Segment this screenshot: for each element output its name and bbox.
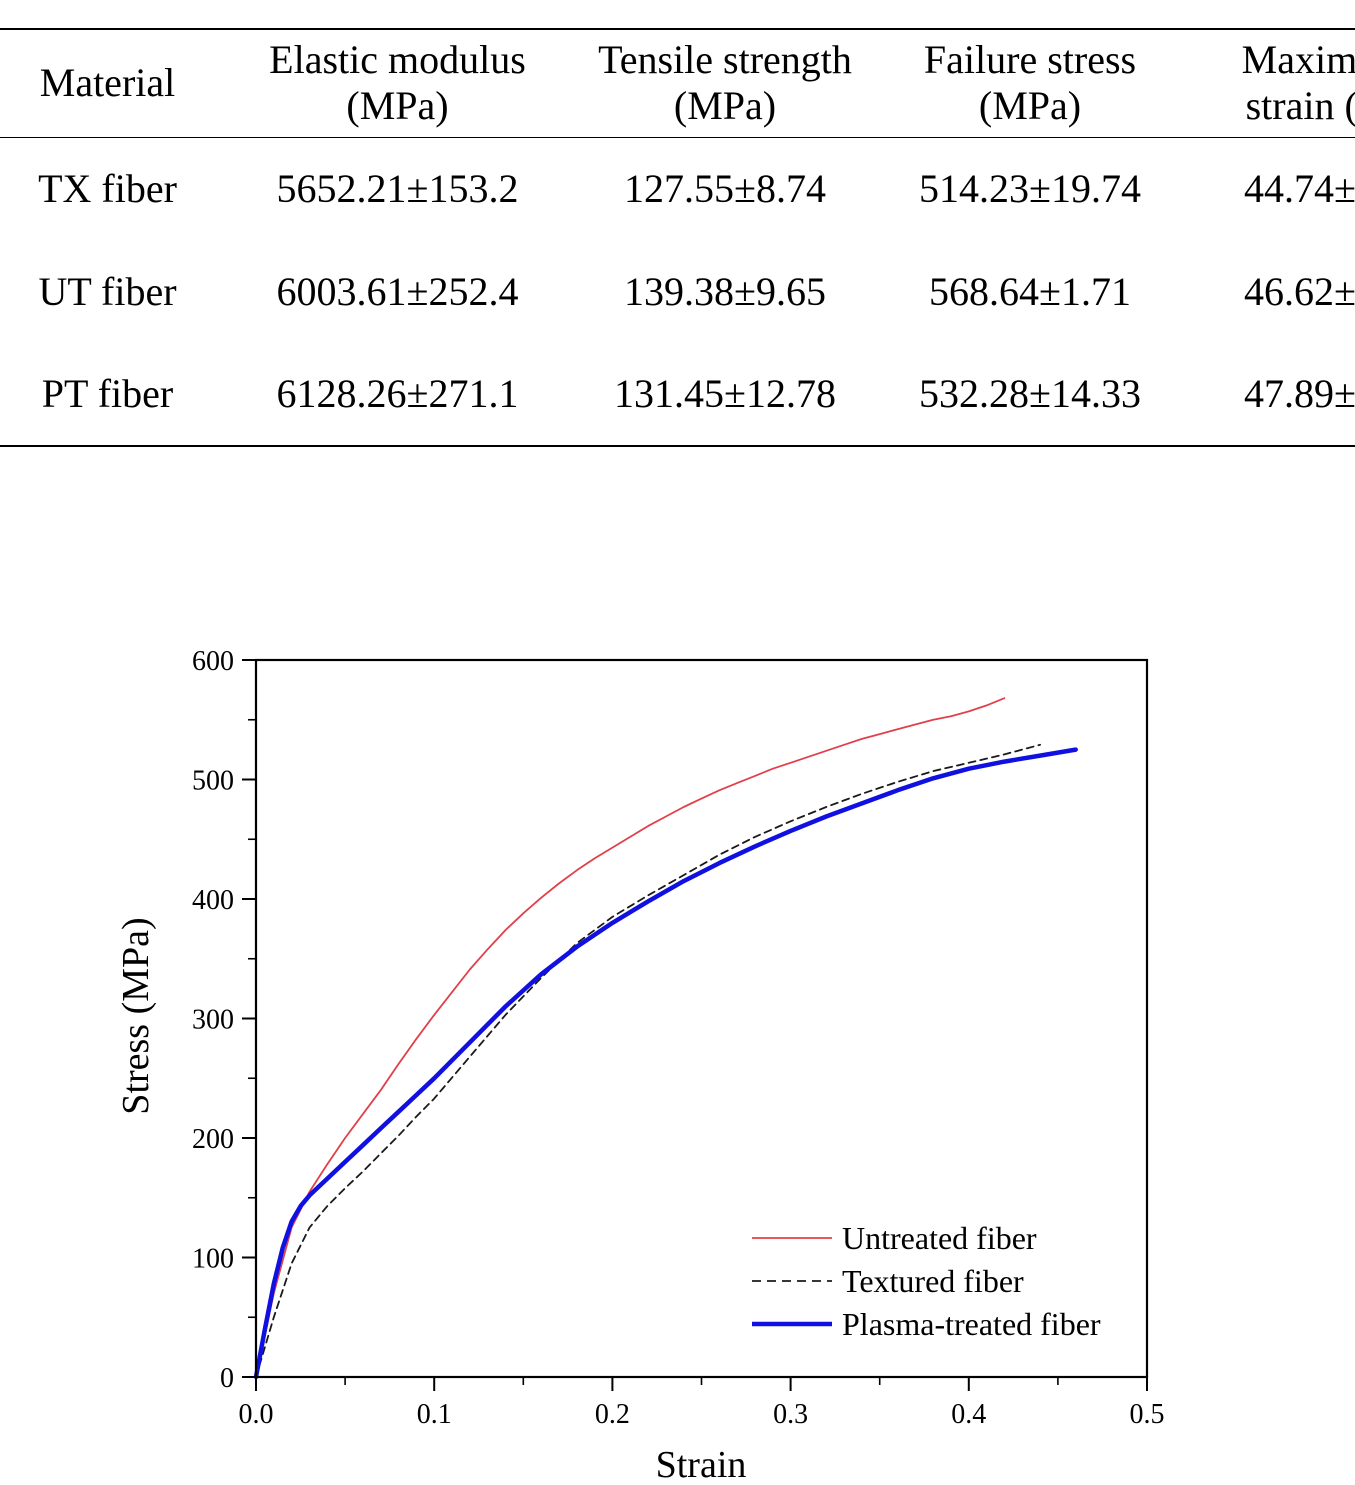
x-axis-label: Strain <box>656 1444 747 1485</box>
header-elastic-modulus-line2: (MPa) <box>346 83 449 129</box>
cell-failure-stress: 514.23±19.74 <box>919 165 1141 211</box>
y-tick-label: 400 <box>192 885 234 916</box>
cell-tensile-strength: 131.45±12.78 <box>580 343 870 447</box>
header-tensile-strength-line1: Tensile strength <box>598 37 852 83</box>
table-row-pt-fiber: PT fiber 6128.26±271.1 131.45±12.78 532.… <box>0 343 1355 447</box>
cell-maximum-strain: 46.62±2.6 <box>1244 268 1355 314</box>
y-tick-label: 0 <box>220 1363 234 1394</box>
x-tick-label: 0.4 <box>951 1399 986 1430</box>
header-maximum-strain-line2: strain (%) <box>1245 83 1355 129</box>
plot-layer <box>253 697 1078 1380</box>
chart-background <box>0 470 1355 1485</box>
legend-label-textured-fiber: Textured fiber <box>842 1263 1024 1299</box>
legend-label-plasma-treated-fiber: Plasma-treated fiber <box>842 1306 1101 1342</box>
x-tick-label: 0.0 <box>239 1399 274 1430</box>
cell-tensile-strength: 127.55±8.74 <box>624 165 826 211</box>
stress-strain-chart: 0 100 200 300 400 500 600 0.0 0.1 0.2 0.3 0.4 0.5 St… <box>0 470 1355 1485</box>
x-tick-label: 0.5 <box>1130 1399 1165 1430</box>
header-failure-stress-line1: Failure stress <box>923 37 1137 83</box>
chart-legend: Untreated fiber Textured fiber Plasma-trea… <box>752 1220 1101 1342</box>
x-tick-label: 0.2 <box>595 1399 630 1430</box>
table-header: Material Elastic modulus (MPa) Tensile s… <box>0 28 1355 138</box>
chart-canvas: 0 100 200 300 400 500 600 0.0 0.1 0.2 0.3 0.4 0.5 St… <box>0 470 1355 1485</box>
properties-table-region: Material Elastic modulus (MPa) Tensile s… <box>0 0 1355 470</box>
header-failure-stress-line2: (MPa) <box>978 83 1082 129</box>
header-tensile-strength-line2: (MPa) <box>673 83 777 129</box>
table-row-ut-fiber: UT fiber 6003.61±252.4 139.38±9.65 568.6… <box>0 240 1355 343</box>
cell-material: PT fiber <box>0 343 215 447</box>
cell-elastic-modulus: 6128.26±271.1 <box>215 343 580 447</box>
mechanical-properties-table: Material Elastic modulus (MPa) Tensile s… <box>0 28 1355 447</box>
cell-material: UT fiber <box>38 268 177 314</box>
x-tick-label: 0.3 <box>773 1399 808 1430</box>
header-material-line1: Material <box>39 60 176 106</box>
axis-layer: 0 100 200 300 400 500 600 0.0 0.1 0.2 0.3 0.4 0.5 <box>192 646 1165 1430</box>
y-axis-label: Stress (MPa) <box>115 917 157 1114</box>
y-tick-label: 600 <box>192 646 234 677</box>
header-maximum-strain-line1: Maximum <box>1241 37 1355 83</box>
y-tick-label: 300 <box>192 1005 234 1036</box>
header-maximum-strain: Maximum strain (%) <box>1190 28 1355 138</box>
header-elastic-modulus-line1: Elastic modulus <box>269 37 526 83</box>
series-line-untreated-fiber <box>255 697 1006 1378</box>
cell-failure-stress: 568.64±1.71 <box>929 268 1131 314</box>
y-tick-label: 200 <box>192 1124 234 1155</box>
cell-elastic-modulus: 5652.21±153.2 <box>276 165 519 211</box>
table-body: TX fiber 5652.21±153.2 127.55±8.74 514.2… <box>0 137 1355 447</box>
legend-label-untreated-fiber: Untreated fiber <box>842 1220 1037 1256</box>
y-tick-label: 100 <box>192 1244 234 1275</box>
table-header-row: Material Elastic modulus (MPa) Tensile s… <box>0 28 1355 138</box>
header-material: Material <box>0 28 215 138</box>
y-tick-label: 500 <box>192 766 234 797</box>
cell-failure-stress: 532.28±14.33 <box>870 343 1190 447</box>
series-line-plasma-treated-fiber <box>253 747 1078 1380</box>
cell-elastic-modulus: 6003.61±252.4 <box>276 268 519 314</box>
cell-tensile-strength: 139.38±9.65 <box>624 268 826 314</box>
x-tick-label: 0.1 <box>417 1399 452 1430</box>
header-failure-stress: Failure stress (MPa) <box>870 28 1190 138</box>
cell-material: TX fiber <box>38 165 177 211</box>
header-tensile-strength: Tensile strength (MPa) <box>580 28 870 138</box>
cell-maximum-strain: 44.74±2.4 <box>1244 165 1355 211</box>
table-row-tx-fiber: TX fiber 5652.21±153.2 127.55±8.74 514.2… <box>0 137 1355 240</box>
cell-maximum-strain: 47.89±3.5 <box>1190 343 1355 447</box>
series-line-textured-fiber <box>255 743 1041 1378</box>
header-elastic-modulus: Elastic modulus (MPa) <box>215 28 580 138</box>
